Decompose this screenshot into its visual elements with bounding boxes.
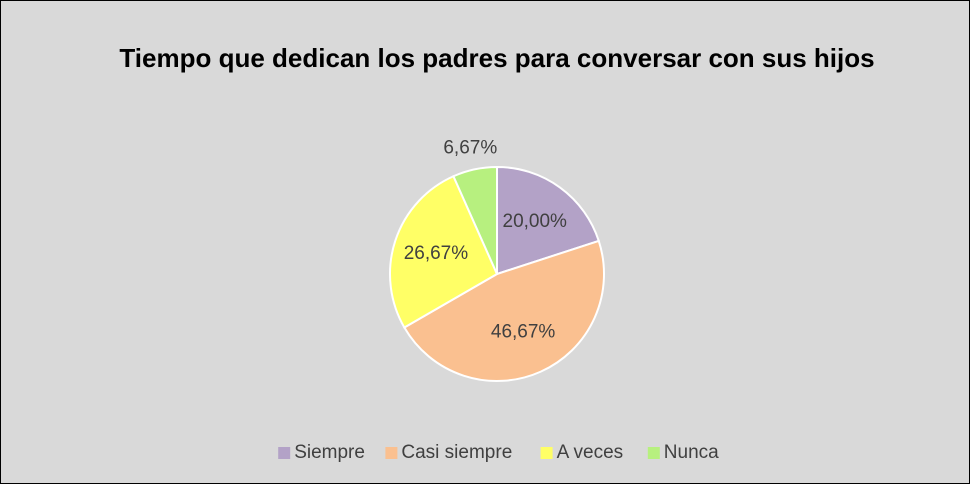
legend-swatch (278, 447, 291, 459)
data-label: 20,00% (503, 211, 568, 232)
legend-swatch (540, 447, 553, 459)
chart-title: Tiempo que dedican los padres para conve… (119, 43, 875, 73)
pie-slice (402, 239, 605, 382)
legend-swatch (385, 447, 398, 459)
pie-slice (452, 165, 498, 275)
data-label: 46,67% (491, 322, 556, 343)
data-label: 6,67% (443, 137, 497, 158)
legend-swatch (647, 447, 660, 459)
legend-label: Casi siempre (401, 442, 512, 463)
data-label: 26,67% (404, 243, 469, 264)
legend-label: Nunca (664, 442, 719, 463)
legend-label: A veces (557, 442, 624, 463)
pie-slice (496, 165, 601, 276)
legend-label: Siempre (294, 442, 365, 463)
